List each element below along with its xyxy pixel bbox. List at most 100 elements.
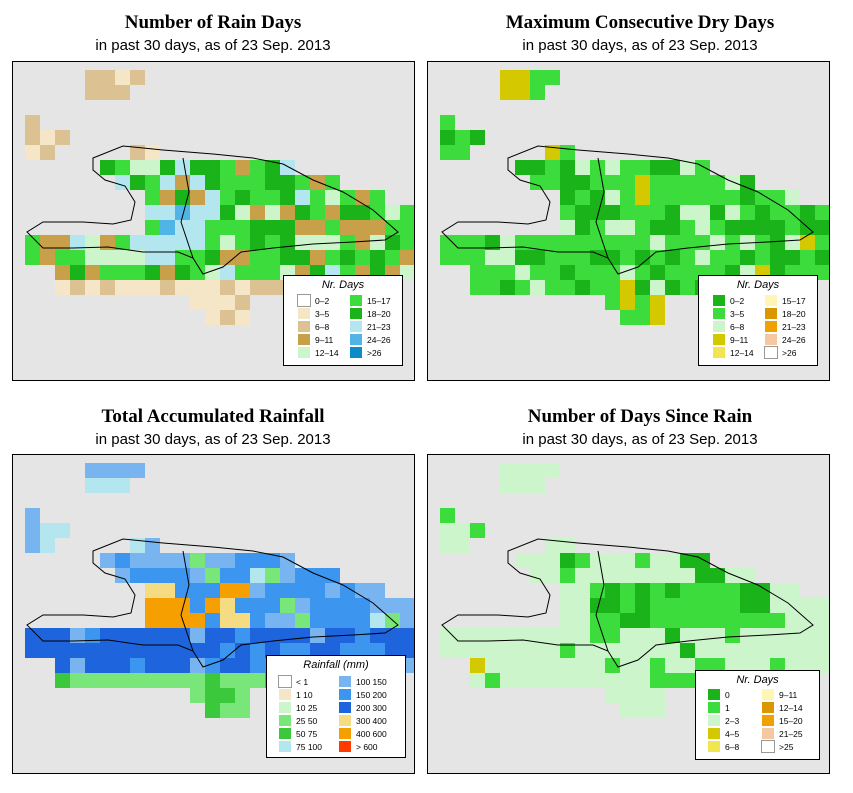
- grid-cell: [590, 643, 605, 658]
- grid-cell: [115, 280, 130, 295]
- grid-cell: [160, 250, 175, 265]
- grid-cell: [250, 568, 265, 583]
- grid-cell: [250, 205, 265, 220]
- grid-cell: [455, 523, 470, 538]
- grid-cell: [605, 295, 620, 310]
- island-outline: [441, 538, 814, 668]
- grid-cell: [190, 628, 205, 643]
- grid-cell: [145, 235, 160, 250]
- grid-cell: [205, 310, 220, 325]
- grid-cell: [815, 265, 829, 280]
- grid-cell: [665, 235, 680, 250]
- grid-cell: [755, 598, 770, 613]
- grid-cell: [55, 643, 70, 658]
- grid-cell: [515, 478, 530, 493]
- grid-cell: [145, 190, 160, 205]
- grid-cell: [680, 175, 695, 190]
- grid-cell: [295, 175, 310, 190]
- grid-cell: [70, 673, 85, 688]
- grid-cell: [160, 613, 175, 628]
- grid-cell: [205, 688, 220, 703]
- grid-cell: [85, 658, 100, 673]
- grid-cell: [650, 703, 665, 718]
- grid-cell: [635, 568, 650, 583]
- grid-cell: [470, 523, 485, 538]
- grid-cell: [545, 265, 560, 280]
- grid-cell: [130, 145, 145, 160]
- legend-swatch: [762, 728, 774, 739]
- grid-cell: [695, 220, 710, 235]
- grid-cell: [190, 280, 205, 295]
- grid-cell: [70, 280, 85, 295]
- grid-cell: [220, 250, 235, 265]
- legend-swatch: [339, 715, 351, 726]
- grid-cell: [40, 250, 55, 265]
- grid-cell: [650, 295, 665, 310]
- grid-cell: [755, 613, 770, 628]
- grid-cell: [665, 613, 680, 628]
- grid-cell: [160, 265, 175, 280]
- grid-cell: [770, 583, 785, 598]
- grid-cell: [115, 628, 130, 643]
- grid-cell: [545, 70, 560, 85]
- grid-cell: [680, 160, 695, 175]
- grid-cell: [470, 250, 485, 265]
- grid-cell: [100, 553, 115, 568]
- grid-cell: [665, 583, 680, 598]
- grid-cell: [235, 160, 250, 175]
- grid-cell: [635, 703, 650, 718]
- grid-cell: [680, 250, 695, 265]
- panel-title: Maximum Consecutive Dry Days: [505, 12, 775, 33]
- grid-cell: [355, 235, 370, 250]
- grid-cell: [115, 265, 130, 280]
- grid-cell: [485, 265, 500, 280]
- legend-swatch: [713, 321, 725, 332]
- grid-cell: [100, 160, 115, 175]
- grid-cell: [115, 235, 130, 250]
- grid-cell: [665, 658, 680, 673]
- grid-cell: [70, 265, 85, 280]
- grid-cell: [620, 643, 635, 658]
- grid-cell: [575, 658, 590, 673]
- grid-cell: [650, 628, 665, 643]
- grid-cell: [400, 613, 414, 628]
- grid-cell: [130, 658, 145, 673]
- grid-cell: [560, 658, 575, 673]
- grid-cell: [605, 205, 620, 220]
- grid-cell: [205, 175, 220, 190]
- grid-cell: [115, 478, 130, 493]
- grid-cell: [710, 658, 725, 673]
- legend-swatch: [708, 741, 720, 752]
- grid-cell: [160, 160, 175, 175]
- grid-cell: [250, 235, 265, 250]
- grid-cell: [250, 553, 265, 568]
- grid-cell: [815, 643, 829, 658]
- grid-cell: [455, 145, 470, 160]
- grid-cell: [220, 613, 235, 628]
- grid-cell: [145, 598, 160, 613]
- grid-cell: [235, 703, 250, 718]
- grid-cell: [145, 673, 160, 688]
- grid-cell: [115, 673, 130, 688]
- grid-cell: [295, 205, 310, 220]
- grid-cell: [515, 235, 530, 250]
- grid-cell: [175, 205, 190, 220]
- border-line: [180, 157, 194, 259]
- grid-cell: [680, 583, 695, 598]
- grid-cell: [115, 70, 130, 85]
- grid-cell: [605, 553, 620, 568]
- grid-cell: [545, 628, 560, 643]
- grid-cell: [695, 553, 710, 568]
- grid-cell: [710, 205, 725, 220]
- coastline: [441, 538, 814, 668]
- legend-swatch: [339, 676, 351, 687]
- grid-cell: [250, 175, 265, 190]
- legend-swatch: [350, 334, 362, 345]
- grid-cell: [310, 583, 325, 598]
- grid-cell: [665, 568, 680, 583]
- grid-cell: [250, 583, 265, 598]
- grid-cell: [575, 250, 590, 265]
- grid-cell: [785, 643, 800, 658]
- grid-cell: [695, 658, 710, 673]
- grid-cell: [710, 598, 725, 613]
